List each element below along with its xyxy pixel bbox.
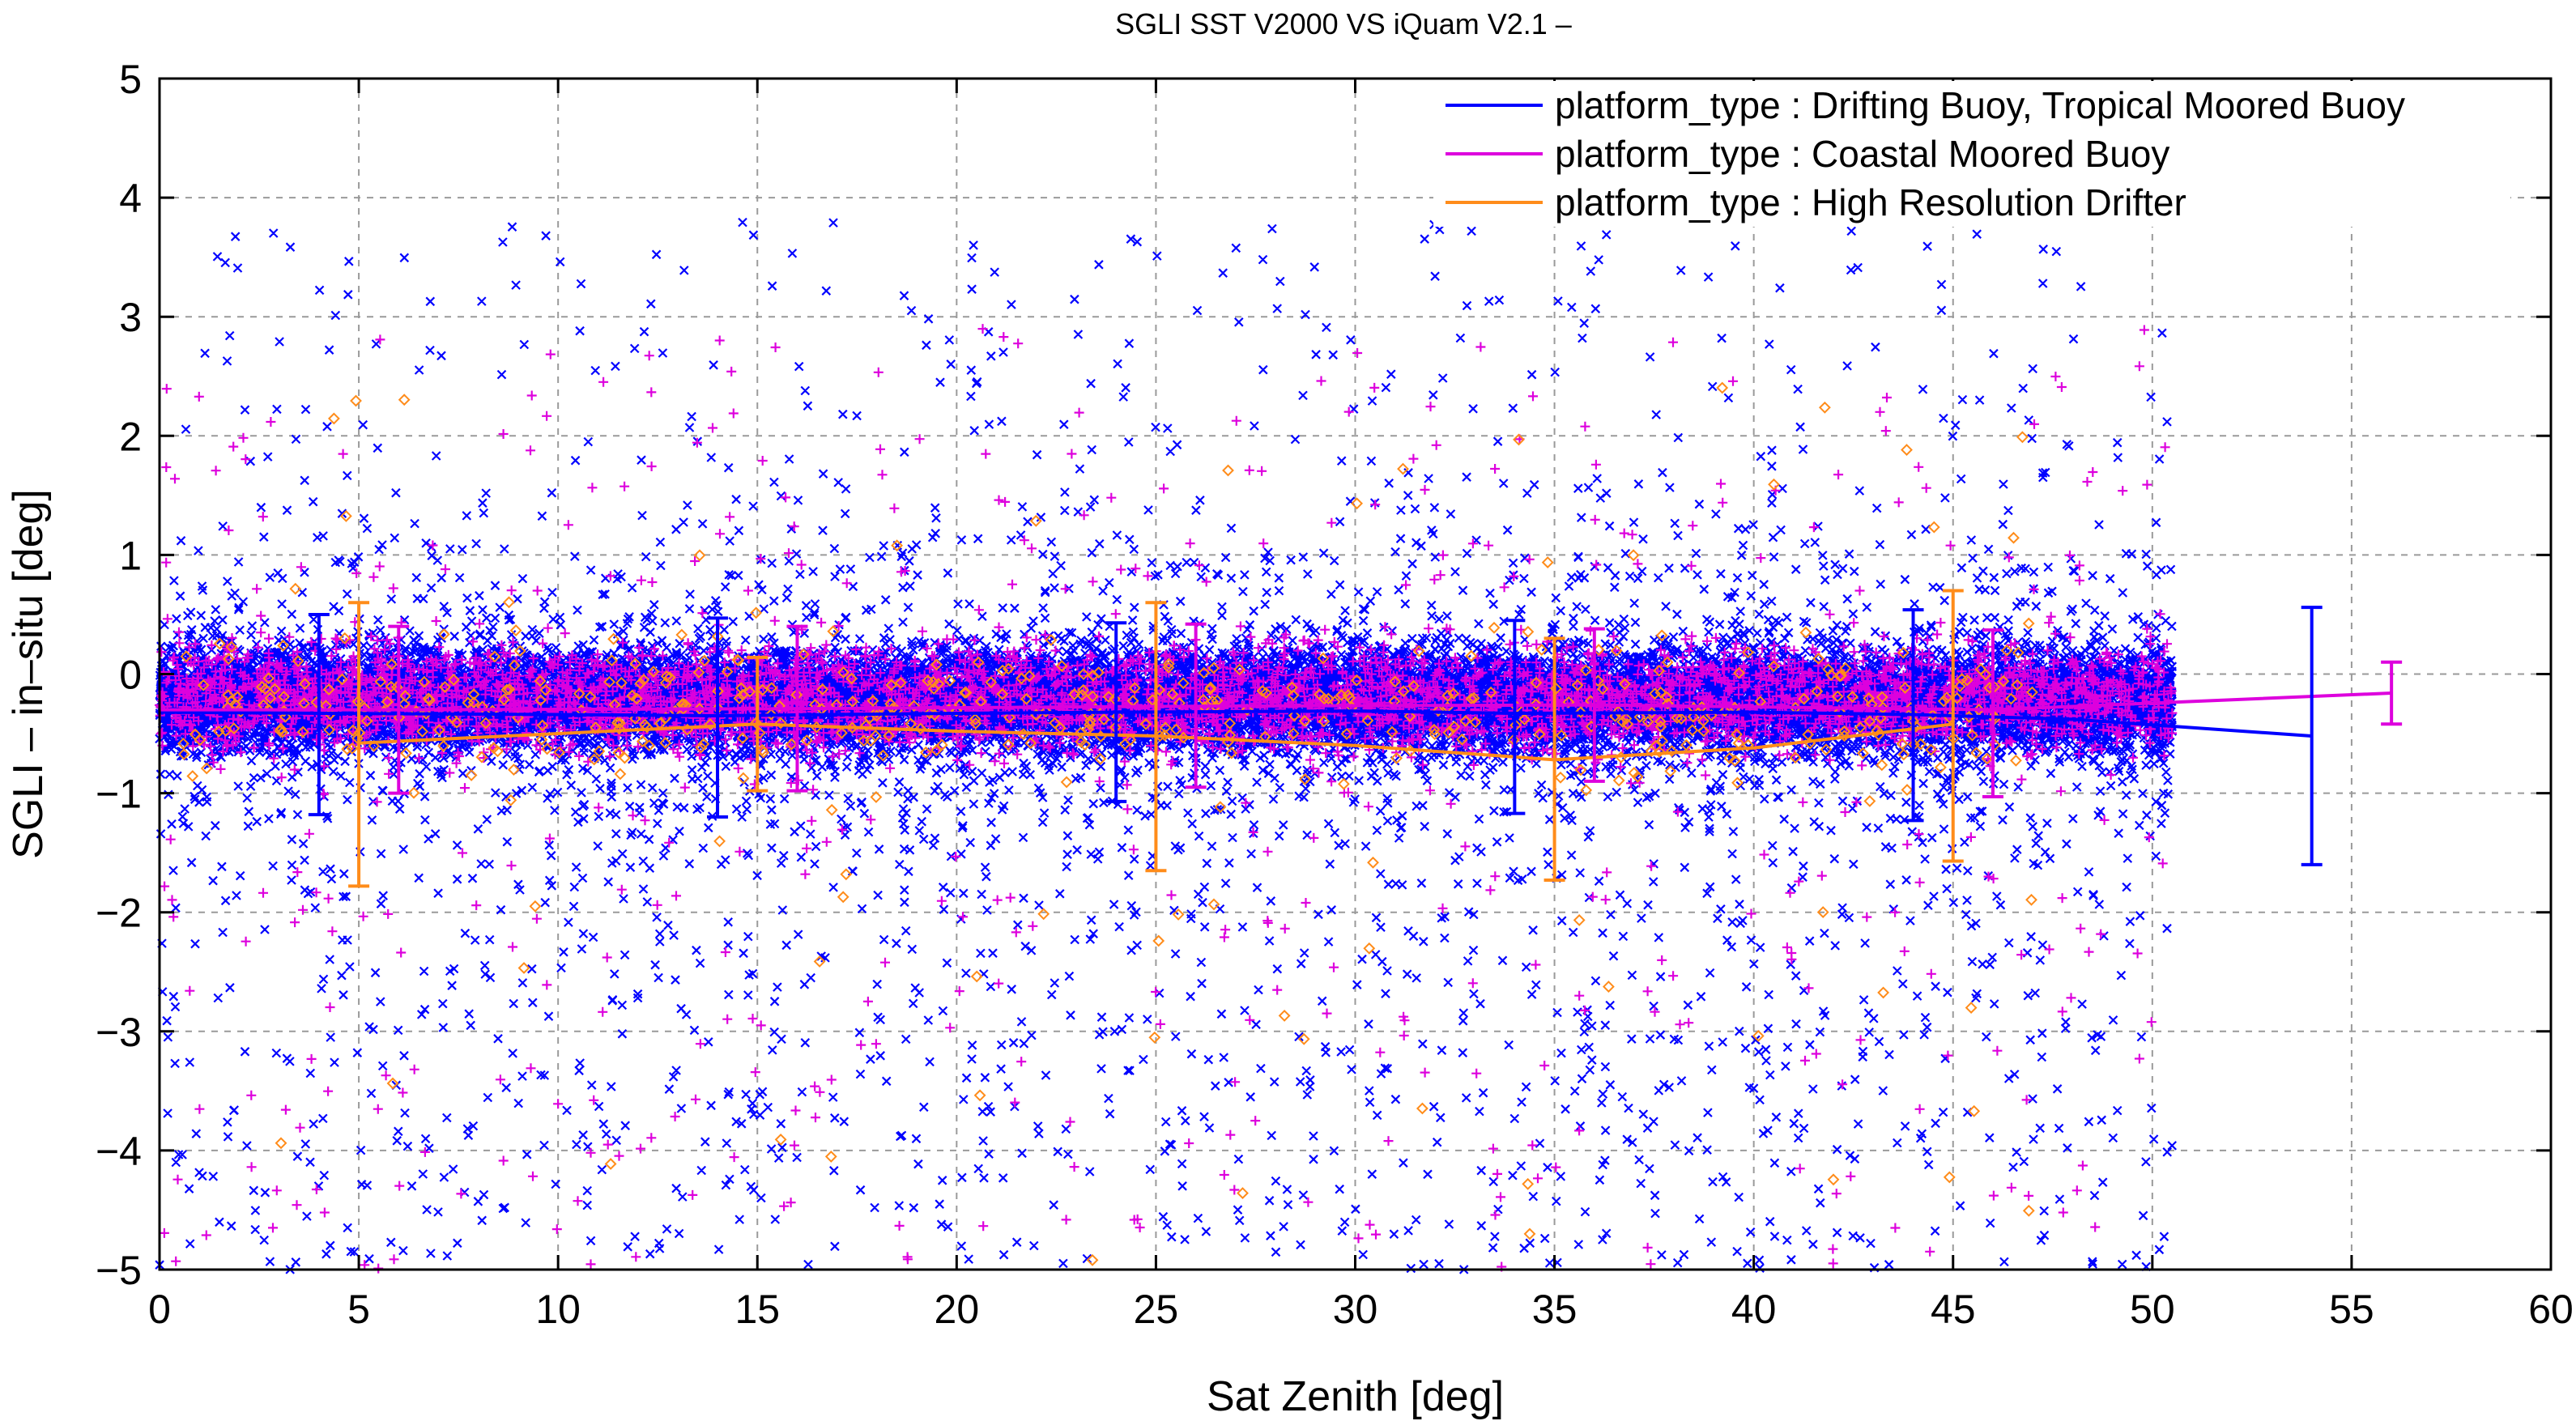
series-line-0 (159, 709, 2312, 738)
y-tick-label: 5 (119, 57, 142, 102)
error-bar-1 (1583, 627, 1605, 783)
y-tick-label: 2 (119, 414, 142, 459)
x-tick-label: 20 (935, 1287, 980, 1332)
x-tick-label: 60 (2528, 1287, 2574, 1332)
x-tick-label: 35 (1532, 1287, 1578, 1332)
error-bar-2 (1543, 636, 1565, 882)
y-tick-label: 0 (119, 653, 142, 698)
scatter-points-high-res-drifter (177, 381, 2038, 1266)
error-bar-1 (388, 624, 410, 795)
legend-label: platform_type : Coastal Moored Buoy (1555, 133, 2169, 175)
y-tick-label: 3 (119, 295, 142, 340)
x-tick-label: 0 (148, 1287, 171, 1332)
y-tick-label: −3 (96, 1010, 142, 1055)
legend-label: platform_type : High Resolution Drifter (1555, 181, 2186, 223)
chart-title: SGLI SST V2000 VS iQuam V2.1 – (1115, 7, 1572, 40)
x-tick-label: 10 (535, 1287, 581, 1332)
y-tick-label: −2 (96, 891, 142, 936)
error-bar-0 (2301, 606, 2323, 866)
y-tick-label: 1 (119, 533, 142, 578)
error-bar-2 (1145, 601, 1167, 873)
error-bar-2 (348, 601, 370, 888)
y-tick-label: 4 (119, 176, 142, 221)
x-tick-label: 25 (1134, 1287, 1179, 1332)
x-tick-label: 40 (1731, 1287, 1777, 1332)
x-axis-label: Sat Zenith [deg] (1207, 1373, 1504, 1420)
error-bar-1 (2381, 660, 2403, 726)
error-bar-2 (1942, 589, 1964, 863)
x-tick-label: 5 (347, 1287, 370, 1332)
y-tick-label: −4 (96, 1129, 142, 1174)
x-tick-label: 15 (734, 1287, 780, 1332)
error-bar-1 (1982, 628, 2003, 799)
error-bar-0 (1105, 621, 1127, 803)
error-bar-2 (747, 655, 769, 793)
error-bar-0 (308, 612, 330, 817)
x-tick-label: 45 (1931, 1287, 1976, 1332)
y-tick-label: −1 (96, 772, 142, 817)
y-axis-label: SGLI – in–situ [deg] (5, 489, 52, 859)
x-tick-label: 30 (1333, 1287, 1378, 1332)
error-bar-0 (1902, 608, 1924, 823)
error-bar-0 (707, 616, 729, 819)
legend-background (1433, 81, 2510, 227)
error-bar-1 (1185, 622, 1207, 789)
x-tick-label: 50 (2130, 1287, 2175, 1332)
error-bar-1 (786, 624, 808, 793)
error-bars (308, 589, 2403, 888)
legend: platform_type : Drifting Buoy, Tropical … (1433, 81, 2510, 227)
grid-lines (160, 79, 2551, 1270)
y-tick-label: −5 (96, 1248, 142, 1293)
error-bar-0 (1504, 619, 1526, 815)
x-tick-label: 55 (2329, 1287, 2374, 1332)
legend-label: platform_type : Drifting Buoy, Tropical … (1555, 84, 2405, 126)
